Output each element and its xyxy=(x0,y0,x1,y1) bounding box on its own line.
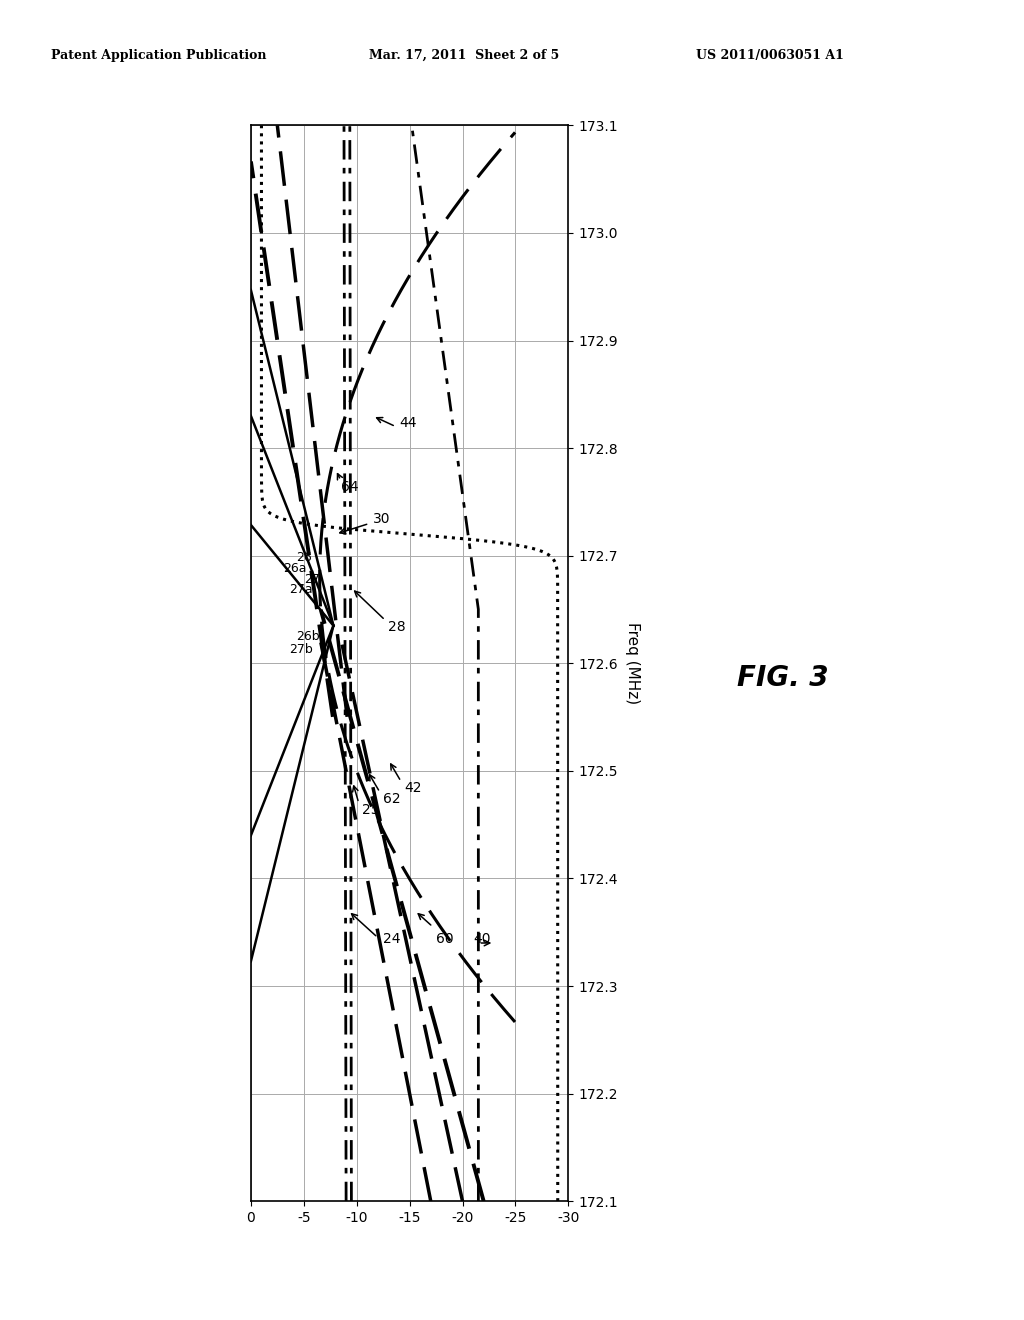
Text: 27a: 27a xyxy=(289,583,312,597)
Text: 26: 26 xyxy=(297,550,312,564)
Text: 60: 60 xyxy=(436,932,454,946)
Text: US 2011/0063051 A1: US 2011/0063051 A1 xyxy=(696,49,844,62)
Text: 64: 64 xyxy=(341,480,358,494)
Text: FIG. 3: FIG. 3 xyxy=(737,664,828,693)
Y-axis label: Freq (MHz): Freq (MHz) xyxy=(625,622,640,705)
Text: 26b: 26b xyxy=(296,630,319,643)
Text: Patent Application Publication: Patent Application Publication xyxy=(51,49,266,62)
Text: 62: 62 xyxy=(383,792,400,807)
Text: 27b: 27b xyxy=(290,643,313,656)
Text: 44: 44 xyxy=(399,416,417,429)
Text: 42: 42 xyxy=(404,781,422,796)
Text: 25: 25 xyxy=(362,803,380,817)
Text: 26a: 26a xyxy=(284,562,307,574)
Text: Mar. 17, 2011  Sheet 2 of 5: Mar. 17, 2011 Sheet 2 of 5 xyxy=(369,49,559,62)
Text: 40: 40 xyxy=(473,932,490,946)
Text: 28: 28 xyxy=(388,620,407,634)
Text: 30: 30 xyxy=(373,512,390,527)
Text: 24: 24 xyxy=(383,932,400,946)
Text: 27: 27 xyxy=(304,573,319,586)
